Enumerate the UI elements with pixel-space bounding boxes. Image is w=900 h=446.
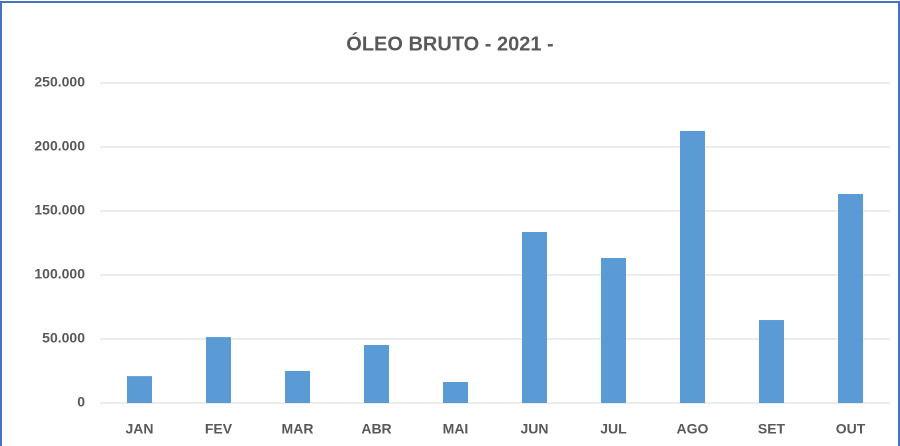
bar bbox=[601, 257, 626, 403]
y-tick-label: 50.000 bbox=[42, 330, 85, 346]
bar bbox=[522, 231, 547, 403]
x-tick-label: JUN bbox=[520, 421, 548, 437]
bar bbox=[680, 131, 705, 403]
x-tick-label: SET bbox=[758, 421, 786, 437]
chart-title: ÓLEO BRUTO - 2021 - bbox=[346, 31, 553, 55]
y-tick-label: 0 bbox=[77, 394, 85, 410]
x-tick-label: JAN bbox=[125, 421, 153, 437]
x-tick-label: FEV bbox=[205, 421, 233, 437]
x-tick-label: ABR bbox=[361, 421, 391, 437]
bar bbox=[838, 193, 863, 403]
bar bbox=[364, 345, 389, 403]
x-tick-label: OUT bbox=[836, 421, 866, 437]
y-tick-label: 100.000 bbox=[34, 266, 85, 282]
x-tick-label: MAI bbox=[443, 421, 469, 437]
y-tick-label: 250.000 bbox=[34, 74, 85, 90]
x-tick-label: MAR bbox=[282, 421, 314, 437]
bar bbox=[285, 371, 310, 403]
y-tick-label: 150.000 bbox=[34, 202, 85, 218]
x-tick-label: AGO bbox=[677, 421, 709, 437]
bar bbox=[206, 337, 231, 403]
y-tick-label: 200.000 bbox=[34, 138, 85, 154]
bar bbox=[127, 376, 152, 403]
bar bbox=[759, 320, 784, 403]
bar bbox=[443, 382, 468, 403]
x-tick-label: JUL bbox=[600, 421, 627, 437]
